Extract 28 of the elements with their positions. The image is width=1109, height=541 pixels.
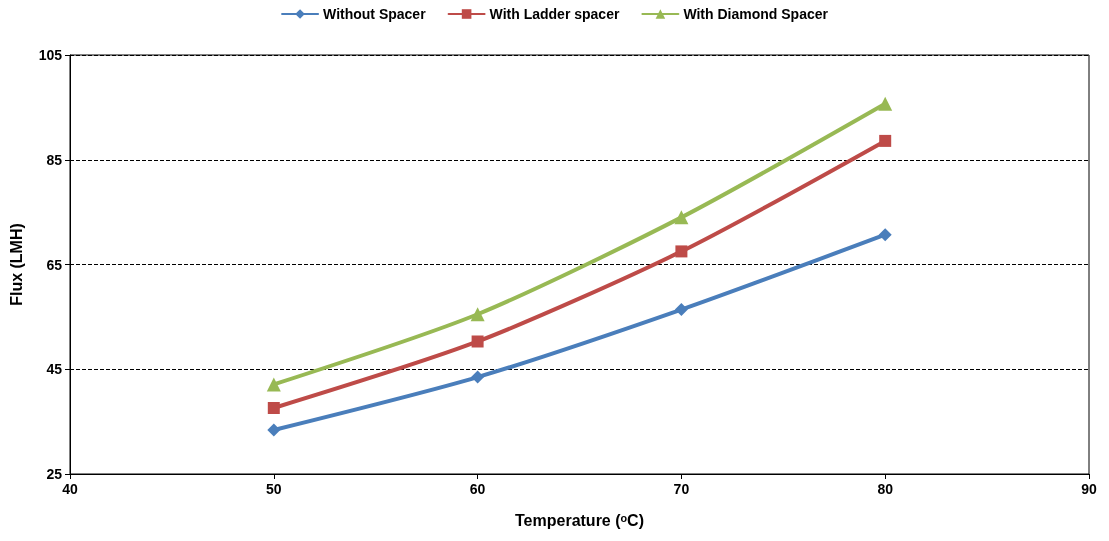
y-tick-label: 45 bbox=[46, 361, 63, 378]
point bbox=[266, 377, 281, 392]
point bbox=[879, 134, 892, 147]
legend-label: With Diamond Spacer bbox=[683, 6, 829, 22]
y-axis-title: Flux (LMH) bbox=[7, 223, 25, 306]
y-tick-label: 65 bbox=[46, 256, 63, 273]
x-axis-title: Temperature (ᵒC) bbox=[515, 511, 644, 529]
point bbox=[267, 402, 280, 415]
y-tick-label: 85 bbox=[46, 151, 63, 168]
y-tick-label: 25 bbox=[46, 466, 63, 482]
x-tick-label: 70 bbox=[673, 481, 690, 497]
point bbox=[267, 423, 281, 437]
x-tick-label: 40 bbox=[62, 481, 78, 497]
point bbox=[878, 96, 893, 111]
point bbox=[471, 335, 484, 348]
x-tick-label: 50 bbox=[266, 481, 282, 497]
point bbox=[674, 303, 688, 317]
point bbox=[675, 245, 688, 258]
legend-label: With Ladder spacer bbox=[489, 6, 620, 22]
point bbox=[471, 370, 485, 384]
x-tick-label: 90 bbox=[1081, 481, 1097, 497]
x-tick-label: 60 bbox=[469, 481, 486, 497]
y-tick-label: 105 bbox=[38, 47, 63, 63]
point bbox=[878, 228, 892, 242]
x-tick-label: 80 bbox=[877, 481, 894, 497]
point bbox=[470, 307, 485, 322]
point bbox=[674, 210, 689, 225]
legend-label: Without Spacer bbox=[323, 6, 427, 22]
